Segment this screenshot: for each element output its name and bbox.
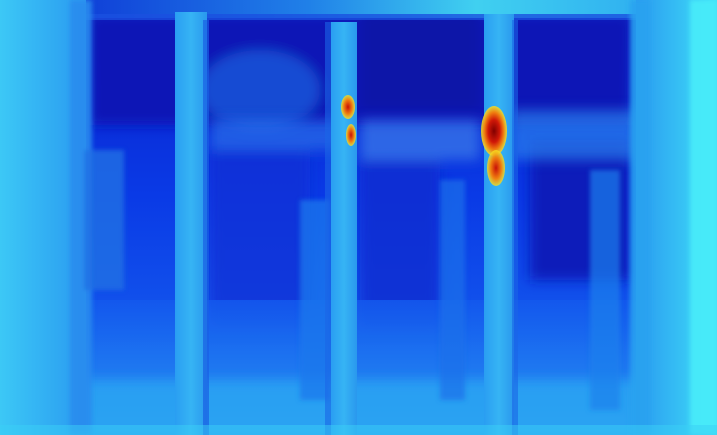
hotspot-pillar-2 <box>341 95 356 146</box>
pillar-2 <box>331 22 357 435</box>
pillar-3 <box>484 14 514 435</box>
ceiling-beam <box>84 0 644 18</box>
hotspot-pillar-3 <box>481 106 507 186</box>
pillar-1 <box>175 12 207 435</box>
